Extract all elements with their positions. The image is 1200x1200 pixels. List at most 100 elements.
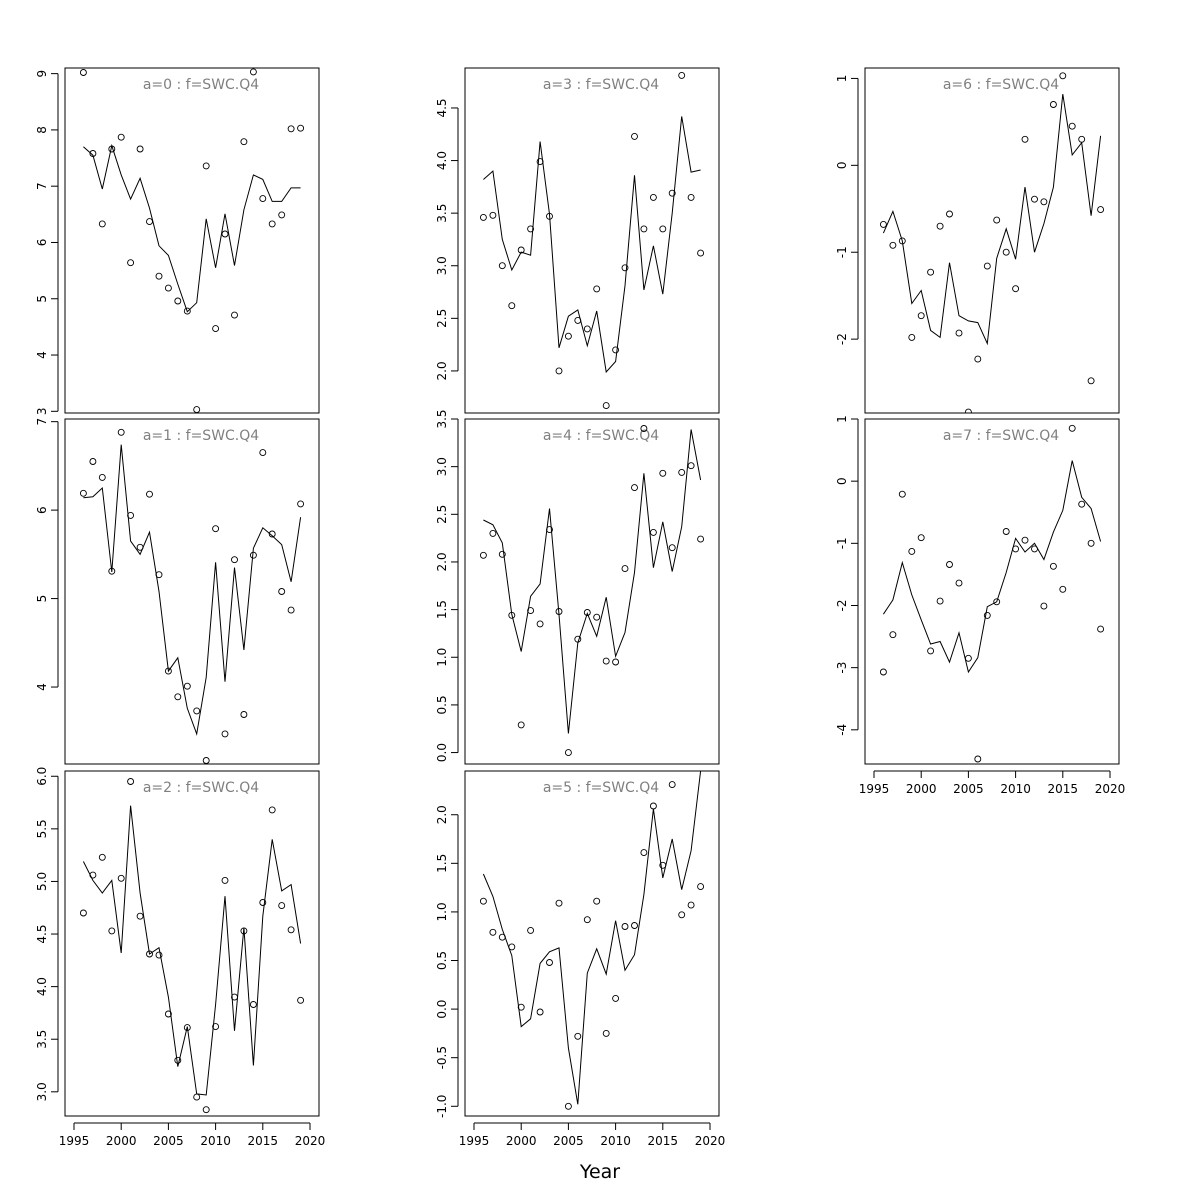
panel-title: a=0 : f=SWC.Q4 [143, 77, 259, 93]
data-point [917, 534, 925, 542]
data-point [98, 853, 106, 861]
data-point [183, 307, 191, 315]
data-point [146, 490, 153, 498]
data-point [593, 285, 601, 293]
y-axis: 0.0 0.5 1.0 1.5 2.0 2.5 3.0 3.5 [435, 409, 459, 762]
y-tick-label: 3.0 [435, 256, 449, 275]
data-point [297, 500, 305, 508]
data-point [1097, 625, 1105, 633]
data-point [649, 193, 657, 201]
y-tick-label: 0.0 [435, 1000, 449, 1019]
data-point [583, 325, 591, 333]
x-axis: 1995 2000 2005 2010 2015 2020 [459, 1122, 726, 1148]
plot-area [79, 68, 305, 413]
data-point [1078, 135, 1086, 143]
data-point [498, 550, 506, 558]
data-point [527, 225, 535, 233]
data-point [155, 272, 163, 280]
y-tick-label: 6.0 [35, 767, 49, 786]
data-point [697, 535, 705, 543]
data-point [1087, 377, 1095, 385]
panel-3: a=3 : f=SWC.Q4 2.0 2.5 3.0 3.5 4.0 4.5 [435, 67, 720, 414]
data-point [1021, 135, 1029, 143]
data-point [89, 458, 97, 465]
data-point [231, 556, 238, 564]
y-tick-label: 1.0 [435, 902, 449, 921]
x-axis: 1995 2000 2005 2010 2015 2020 [59, 1122, 325, 1148]
y-tick-label: -4 [835, 724, 849, 736]
data-point [136, 145, 144, 153]
data-point [640, 849, 648, 857]
data-point [287, 926, 295, 934]
y-tick-label: 3.5 [435, 204, 449, 223]
y-tick-label: -1.0 [435, 1095, 449, 1118]
data-point [127, 778, 135, 785]
data-point [974, 355, 982, 363]
fitted-line [882, 460, 1102, 674]
y-tick-label: -0.5 [435, 1046, 449, 1069]
y-tick-label: 2.5 [435, 505, 449, 524]
y-tick-label: 1 [835, 75, 849, 83]
data-point [240, 138, 248, 146]
plot-area [79, 778, 305, 1114]
data-point [1087, 539, 1095, 547]
data-point [1059, 585, 1067, 593]
data-point [602, 1029, 610, 1037]
data-point [297, 996, 305, 1004]
x-tick-label: 2010 [1000, 782, 1031, 796]
data-point [1049, 101, 1057, 108]
panel-6: a=6 : f=SWC.Q4 -2 -1 0 1 [835, 67, 1120, 414]
plot-area [479, 771, 705, 1110]
data-point [1068, 424, 1076, 432]
data-point [612, 658, 620, 666]
data-point [98, 473, 106, 481]
data-point [193, 707, 201, 715]
x-tick-label: 2020 [695, 1134, 726, 1148]
data-point [955, 579, 963, 587]
plot-frame [464, 67, 720, 414]
panel-1: a=1 : f=SWC.Q4 4 5 6 7 [35, 418, 320, 765]
data-point [668, 544, 676, 552]
data-point [898, 490, 906, 498]
data-point [231, 311, 238, 319]
y-tick-label: 4.5 [435, 98, 449, 117]
data-point [697, 249, 705, 257]
x-tick-label: 1995 [459, 1134, 490, 1148]
panel-title: a=5 : f=SWC.Q4 [543, 780, 659, 796]
data-point [687, 462, 695, 470]
data-point [155, 951, 163, 959]
fitted-line [82, 805, 302, 1096]
data-point [983, 611, 991, 619]
y-tick-label: 0.5 [435, 695, 449, 714]
data-point [508, 302, 516, 310]
x-tick-label: 2000 [906, 782, 937, 796]
data-point [268, 220, 276, 228]
y-tick-label: 5.0 [35, 872, 49, 891]
y-tick-label: 5.5 [35, 819, 49, 838]
data-point [668, 189, 676, 197]
data-point [98, 220, 106, 228]
data-point [183, 1024, 191, 1032]
data-point [974, 755, 982, 763]
y-tick-label: 9 [35, 70, 49, 78]
data-point [249, 1001, 257, 1008]
data-point [202, 757, 210, 764]
data-point [517, 721, 525, 729]
x-tick-label: 2005 [953, 782, 984, 796]
fitted-line [882, 94, 1102, 346]
y-tick-label: 7 [35, 418, 49, 426]
data-point [174, 297, 182, 305]
y-tick-label: -2 [835, 600, 849, 612]
data-point [908, 333, 916, 341]
x-tick-label: 2020 [1095, 782, 1126, 796]
plot-area [879, 72, 1105, 413]
data-point [574, 1032, 582, 1040]
data-point [79, 909, 87, 917]
y-tick-label: 2.5 [435, 309, 449, 328]
y-tick-label: 4.5 [35, 924, 49, 943]
y-tick-label: 0 [835, 162, 849, 170]
data-point [1040, 602, 1048, 610]
plot-frame [864, 418, 1120, 765]
plot-frame [464, 770, 720, 1117]
